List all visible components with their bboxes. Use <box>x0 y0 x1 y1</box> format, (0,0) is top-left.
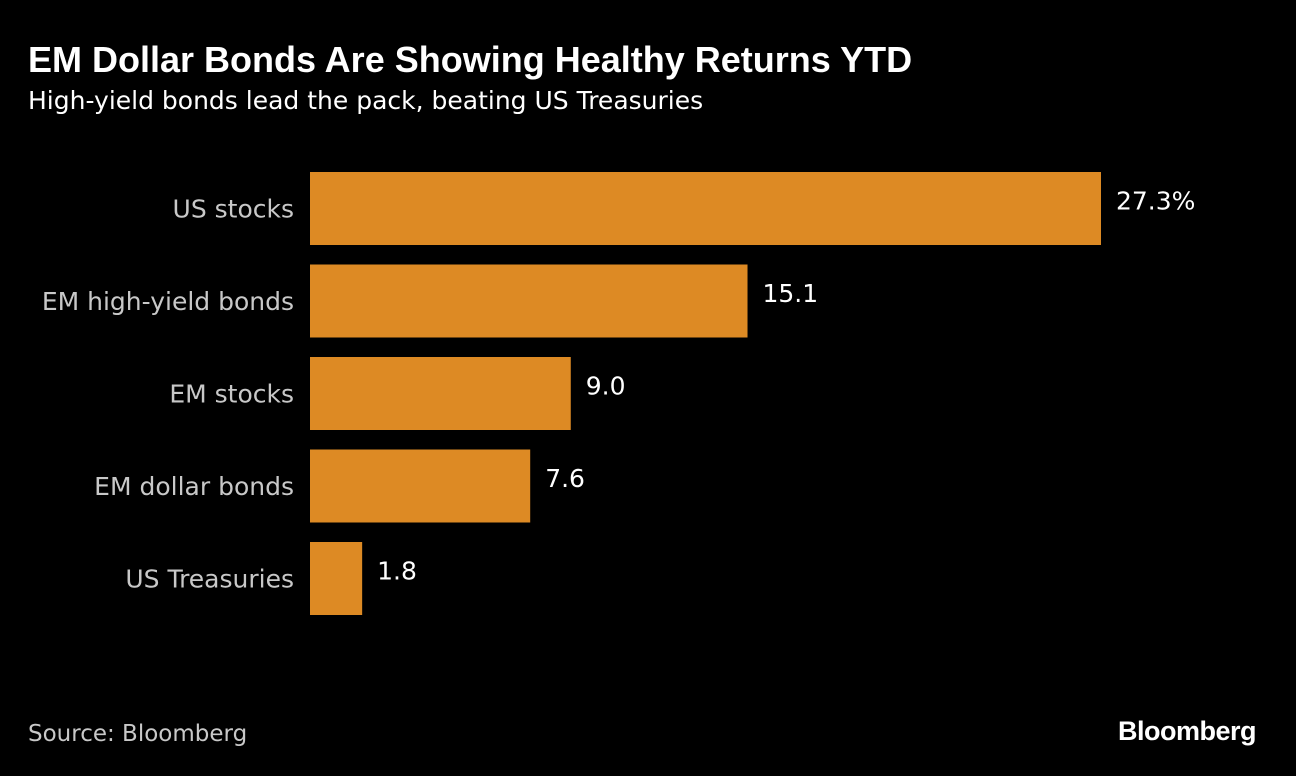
value-label-em-high-yield-bonds: 15.1 <box>763 279 819 308</box>
value-label-em-stocks: 9.0 <box>586 372 626 401</box>
chart-subtitle: High-yield bonds lead the pack, beating … <box>28 86 704 115</box>
bar-em-dollar-bonds <box>310 449 531 523</box>
value-label-em-dollar-bonds: 7.6 <box>545 464 585 493</box>
category-label-us-stocks: US stocks <box>173 195 294 224</box>
bar-chart: US stocks 27.3% EM high-yield bonds 15.1 EM … <box>42 172 1195 615</box>
category-label-em-dollar-bonds: EM dollar bonds <box>94 472 294 501</box>
value-label-us-stocks: 27.3% <box>1116 187 1195 216</box>
chart-title: EM Dollar Bonds Are Showing Healthy Retu… <box>28 39 913 80</box>
source-note: Source: Bloomberg <box>28 721 248 747</box>
bar-us-stocks <box>310 172 1101 245</box>
bloomberg-logo: Bloomberg <box>1117 716 1257 746</box>
category-label-em-stocks: EM stocks <box>169 380 294 409</box>
bar-em-stocks <box>310 357 571 430</box>
bar-us-treasuries <box>310 542 363 615</box>
value-label-us-treasuries: 1.8 <box>377 557 417 586</box>
category-label-us-treasuries: US Treasuries <box>125 565 294 594</box>
bar-em-high-yield-bonds <box>310 264 748 338</box>
category-label-em-high-yield-bonds: EM high-yield bonds <box>42 287 294 316</box>
